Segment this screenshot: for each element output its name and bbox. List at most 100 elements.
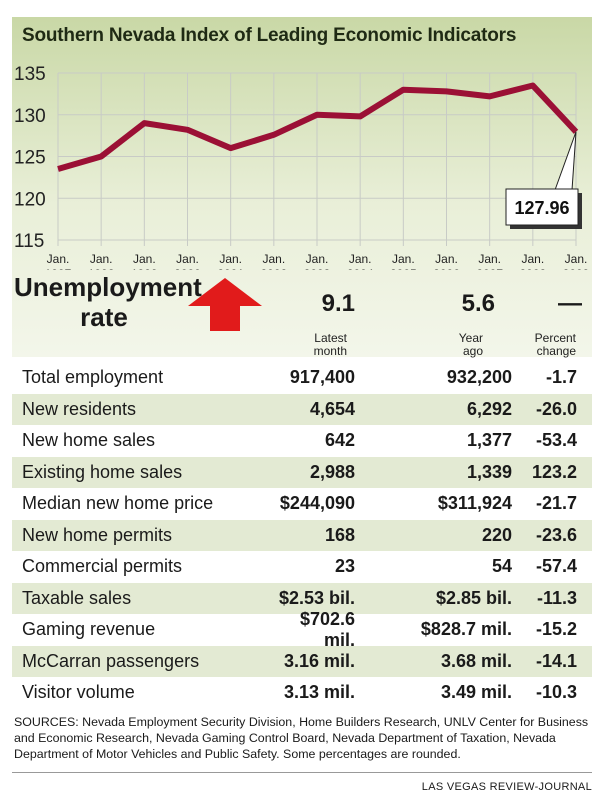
line-chart: 115120125130135Jan.1997Jan.1998Jan.1999J… <box>14 64 590 270</box>
year-ago-value: 3.68 mil. <box>440 650 512 671</box>
x-tick-label: Jan. <box>306 252 329 266</box>
percent-change: 123.2 <box>531 461 577 482</box>
table-row: Taxable sales $2.53 bil. $2.85 bil. -11.3 <box>12 582 592 614</box>
row-label: Gaming revenue <box>22 619 156 640</box>
column-header-latest: Latest month <box>313 331 347 358</box>
column-header-change: Percent change <box>534 331 576 358</box>
x-tick-label: 2009 <box>563 267 590 270</box>
latest-value: 2,988 <box>309 461 355 482</box>
indicator-table: Total employment 917,400 932,200 -1.7 New re… <box>12 362 592 709</box>
row-label: Median new home price <box>22 493 214 514</box>
latest-value: 917,400 <box>289 367 355 388</box>
percent-change: -15.2 <box>535 619 577 640</box>
year-ago-value: 54 <box>491 556 512 577</box>
percent-change: -57.4 <box>535 556 577 577</box>
latest-value: $244,090 <box>279 493 355 514</box>
table-row: Total employment 917,400 932,200 -1.7 <box>12 362 592 394</box>
table-row: McCarran passengers 3.16 mil. 3.68 mil. -14… <box>12 645 592 677</box>
x-tick-label: 2003 <box>304 267 331 270</box>
latest-value: $702.6 mil. <box>299 608 355 650</box>
x-tick-label: Jan. <box>392 252 415 266</box>
x-tick-label: Jan. <box>435 252 458 266</box>
latest-value: 23 <box>334 556 355 577</box>
table-row: Visitor volume 3.13 mil. 3.49 mil. -10.3 <box>12 677 592 709</box>
row-label: Existing home sales <box>22 461 183 482</box>
table-row: New residents 4,654 6,292 -26.0 <box>12 393 592 425</box>
x-tick-label: 2000 <box>174 267 201 270</box>
x-tick-label: Jan. <box>219 252 242 266</box>
up-arrow-icon-stem <box>210 305 240 331</box>
latest-value: 3.13 mil. <box>283 682 355 703</box>
table-row: Commercial permits 23 54 -57.4 <box>12 551 592 583</box>
x-tick-label: Jan. <box>90 252 113 266</box>
x-tick-label: Jan. <box>478 252 501 266</box>
chart-panel <box>12 17 592 357</box>
unemployment-change: — <box>558 290 582 317</box>
y-tick-label: 130 <box>14 106 46 127</box>
percent-change: -11.3 <box>536 587 577 608</box>
unemployment-label-line1: Unemployment <box>14 272 202 302</box>
table-row: New home sales 642 1,377 -53.4 <box>12 425 592 457</box>
x-tick-label: 2004 <box>347 267 374 270</box>
row-label: McCarran passengers <box>22 650 200 671</box>
latest-value: 4,654 <box>309 398 355 419</box>
x-tick-label: Jan. <box>47 252 70 266</box>
year-ago-value: $2.85 bil. <box>435 587 512 608</box>
latest-value: 642 <box>324 430 355 451</box>
row-label: New home sales <box>22 430 156 451</box>
callout-label: 127.96 <box>514 198 569 218</box>
x-tick-label: 2007 <box>476 267 503 270</box>
x-tick-label: Jan. <box>262 252 285 266</box>
y-tick-label: 120 <box>14 189 46 210</box>
x-tick-label: 2006 <box>433 267 460 270</box>
table-row: Gaming revenue $702.6 mil. $828.7 mil. -15.… <box>12 609 592 650</box>
row-label: New residents <box>22 398 137 419</box>
latest-value: $2.53 bil. <box>278 587 355 608</box>
x-tick-label: 1997 <box>45 267 72 270</box>
percent-change: -26.0 <box>535 398 577 419</box>
row-label: New home permits <box>22 524 173 545</box>
sources-note: SOURCES: Nevada Employment Security Divi… <box>14 715 589 761</box>
year-ago-value: 3.49 mil. <box>440 682 512 703</box>
y-tick-label: 115 <box>14 231 44 252</box>
year-ago-value: 6,292 <box>466 398 512 419</box>
percent-change: -10.3 <box>535 682 577 703</box>
x-tick-label: 2008 <box>519 267 546 270</box>
percent-change: -1.7 <box>545 367 577 388</box>
credit: LAS VEGAS REVIEW-JOURNAL <box>421 781 592 793</box>
x-tick-label: Jan. <box>521 252 544 266</box>
unemployment-year-ago: 5.6 <box>461 290 495 317</box>
y-tick-label: 135 <box>14 64 46 85</box>
x-tick-label: 2001 <box>217 267 244 270</box>
up-arrow-icon <box>188 278 262 306</box>
chart-title: Southern Nevada Index of Leading Economi… <box>22 25 517 46</box>
callout-pointer <box>554 131 577 191</box>
percent-change: -21.7 <box>535 493 577 514</box>
x-tick-label: 2002 <box>260 267 287 270</box>
divider <box>12 772 592 773</box>
latest-value: 3.16 mil. <box>283 650 355 671</box>
y-tick-label: 125 <box>14 148 46 169</box>
x-tick-label: Jan. <box>565 252 588 266</box>
year-ago-value: 1,377 <box>466 430 512 451</box>
row-label: Total employment <box>22 367 164 388</box>
percent-change: -53.4 <box>535 430 577 451</box>
year-ago-value: 932,200 <box>446 367 512 388</box>
x-tick-label: 2005 <box>390 267 417 270</box>
x-tick-label: Jan. <box>349 252 372 266</box>
year-ago-value: $311,924 <box>437 493 512 514</box>
callout-box <box>505 188 579 226</box>
x-tick-label: 1999 <box>131 267 158 270</box>
year-ago-value: 1,339 <box>466 461 512 482</box>
x-tick-label: 1998 <box>88 267 115 270</box>
year-ago-value: $828.7 mil. <box>420 619 512 640</box>
row-label: Commercial permits <box>22 556 183 577</box>
unemployment-label-line2: rate <box>80 302 128 332</box>
table-row: Median new home price $244,090 $311,924 -21… <box>12 488 592 520</box>
x-tick-label: Jan. <box>133 252 156 266</box>
row-label: Visitor volume <box>22 682 135 703</box>
table-row: Existing home sales 2,988 1,339 123.2 <box>12 456 592 488</box>
unemployment-label: Unemployment rate <box>14 272 202 332</box>
row-label: Taxable sales <box>22 587 132 608</box>
percent-change: -14.1 <box>535 650 577 671</box>
